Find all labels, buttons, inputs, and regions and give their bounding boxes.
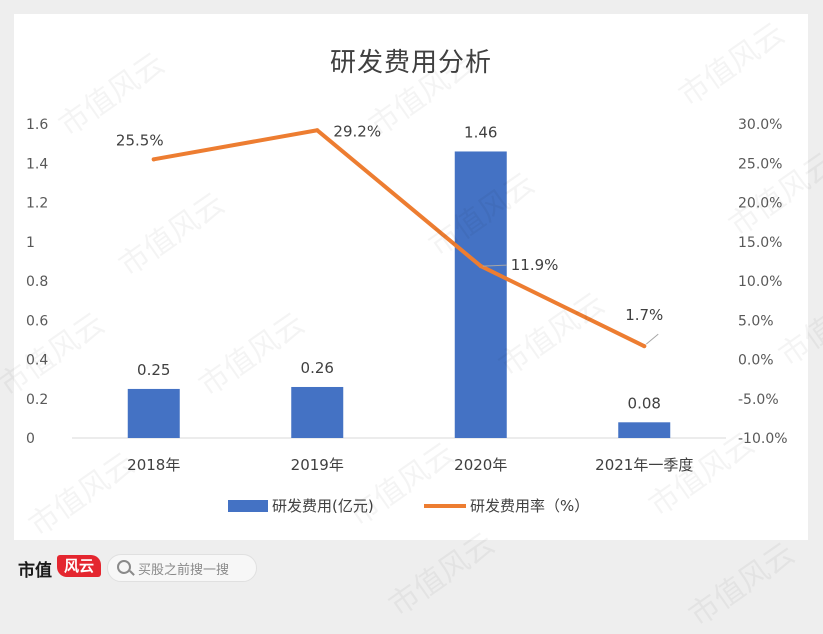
search-icon	[117, 560, 131, 574]
y-right-tick-label: 25.0%	[738, 156, 782, 172]
y-left-tick-label: 0.4	[26, 353, 48, 369]
line-point	[478, 264, 483, 269]
y-right-tick-label: 30.0%	[738, 117, 782, 133]
line-point	[642, 344, 647, 349]
x-tick-label: 2021年一季度	[595, 456, 693, 474]
bar	[291, 386, 344, 438]
y-left-tick-label: 0.8	[26, 274, 48, 290]
legend-line-label: 研发费用率（%）	[470, 497, 589, 515]
x-tick-label: 2018年	[127, 456, 180, 474]
line-data-label: 11.9%	[511, 256, 559, 274]
leader-line	[482, 264, 507, 267]
line-point	[315, 128, 320, 133]
bar	[454, 151, 507, 438]
footer-bar: 市值 风云 买股之前搜一搜	[0, 548, 823, 588]
y-left-tick-label: 1	[26, 235, 35, 251]
chart-title: 研发费用分析	[329, 48, 492, 78]
y-left-tick-label: 1.4	[26, 156, 48, 172]
leader-line	[645, 333, 659, 345]
y-right-tick-label: -10.0%	[738, 431, 788, 447]
y-left-tick-label: 0.2	[26, 392, 48, 408]
chart-card: 研发费用分析 0 0.2 0.4 0.6 0.8 1 1.2 1.4 1.6 -10.0% -5.0…	[14, 14, 808, 540]
x-tick-label: 2020年	[454, 456, 507, 474]
line-series	[151, 128, 647, 349]
y-left-tick-label: 1.6	[26, 117, 48, 133]
bar-data-label: 0.26	[301, 359, 334, 377]
y-right-tick-label: 20.0%	[738, 196, 782, 212]
x-tick-label: 2019年	[291, 456, 344, 474]
brand-logo-mark: 风云	[57, 555, 101, 577]
line-data-label: 25.5%	[116, 131, 164, 149]
y-left-tick-label: 0.6	[26, 313, 48, 329]
brand-logo-text: 市值	[18, 561, 52, 581]
y-right-tick-label: 15.0%	[738, 235, 782, 251]
bar	[127, 388, 180, 438]
search-placeholder: 买股之前搜一搜	[138, 563, 230, 578]
search-box[interactable]: 买股之前搜一搜	[107, 554, 257, 582]
y-right-tick-label: 10.0%	[738, 274, 782, 290]
combo-chart: 0 0.2 0.4 0.6 0.8 1 1.2 1.4 1.6 -10.0% -5.0% 0.0% 5.…	[26, 117, 788, 515]
line-data-label: 29.2%	[333, 122, 381, 140]
y-left-tick-label: 0	[26, 431, 35, 447]
y-right-tick-label: 0.0%	[738, 353, 774, 369]
legend-bar-swatch	[228, 500, 268, 512]
y-right-tick-label: 5.0%	[738, 313, 774, 329]
bar-data-label: 1.46	[464, 123, 497, 141]
y-right-tick-label: -5.0%	[738, 392, 779, 408]
bar	[618, 422, 671, 438]
line-data-label: 1.7%	[625, 306, 663, 324]
line-point	[151, 157, 156, 162]
y-left-tick-label: 1.2	[26, 196, 48, 212]
bar-data-label: 0.08	[628, 394, 661, 412]
legend-bar-label: 研发费用(亿元)	[272, 497, 374, 515]
bar-data-label: 0.25	[137, 361, 170, 379]
